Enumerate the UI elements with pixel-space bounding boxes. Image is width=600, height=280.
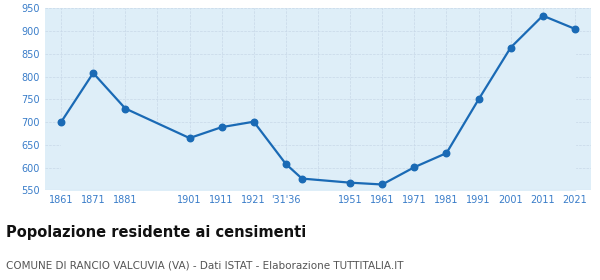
Point [185, 136, 194, 140]
Text: COMUNE DI RANCIO VALCUVIA (VA) - Dati ISTAT - Elaborazione TUTTITALIA.IT: COMUNE DI RANCIO VALCUVIA (VA) - Dati IS… [6, 261, 404, 271]
Point [538, 13, 548, 18]
Point [121, 106, 130, 111]
Point [88, 71, 98, 75]
Point [474, 97, 484, 102]
Point [249, 120, 259, 124]
Text: Popolazione residente ai censimenti: Popolazione residente ai censimenti [6, 225, 306, 240]
Point [506, 45, 515, 50]
Point [217, 125, 226, 129]
Point [377, 182, 387, 187]
Point [281, 162, 290, 166]
Point [297, 176, 307, 181]
Point [410, 165, 419, 169]
Point [56, 120, 66, 124]
Point [442, 151, 451, 155]
Point [570, 27, 580, 31]
Point [346, 180, 355, 185]
